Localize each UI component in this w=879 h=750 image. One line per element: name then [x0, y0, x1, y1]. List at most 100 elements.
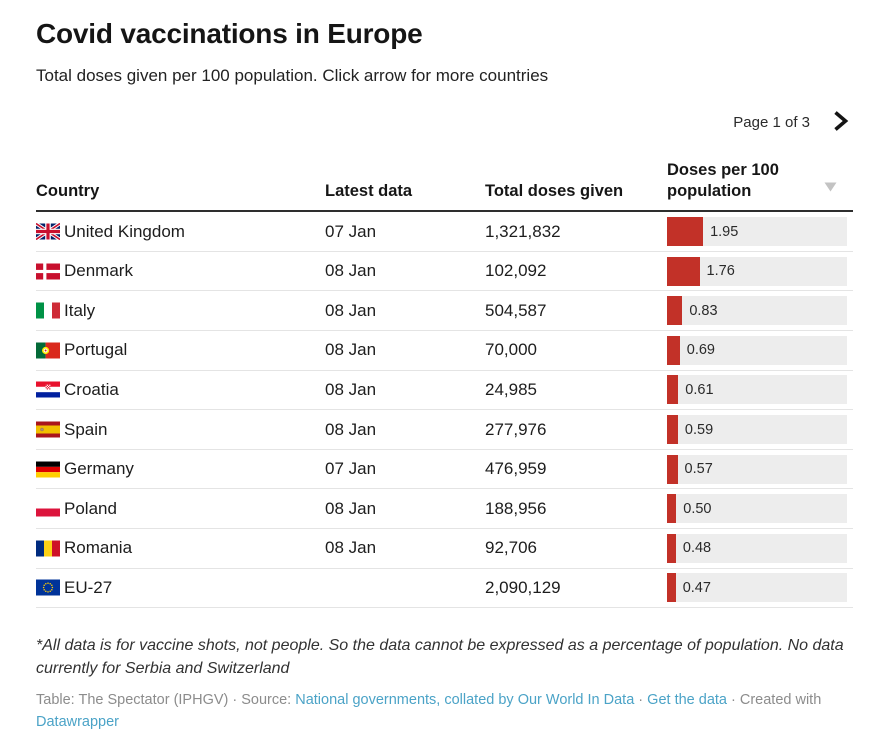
total-doses-cell: 1,321,832	[485, 221, 561, 241]
country-name: Croatia	[64, 379, 119, 399]
attribution-prefix: Table: The Spectator (IPHGV) · Source:	[36, 691, 296, 708]
flag-poland-icon	[36, 500, 60, 517]
doses-per-100-cell: 1.76	[667, 256, 853, 286]
bar-background: 0.50	[667, 494, 847, 524]
table-header-row: Country Latest data Total doses given Do…	[36, 160, 853, 213]
flag-eu-27-icon	[36, 579, 60, 596]
bar-background: 0.48	[667, 533, 847, 563]
latest-data-cell: 08 Jan	[325, 419, 377, 439]
latest-data-cell: 07 Jan	[325, 459, 377, 479]
next-page-button[interactable]	[828, 108, 853, 137]
flag-italy-icon	[36, 302, 60, 319]
bar-background: 0.69	[667, 335, 847, 365]
total-doses-cell: 476,959	[485, 459, 547, 479]
country-name: Germany	[64, 459, 134, 479]
total-doses-cell: 70,000	[485, 340, 537, 360]
page-subtitle: Total doses given per 100 population. Cl…	[36, 66, 549, 85]
bar-value-label: 0.69	[686, 342, 715, 359]
table-row: Croatia 08 Jan 24,985 0.61	[36, 371, 853, 411]
table-row: Poland 08 Jan 188,956 0.50	[36, 489, 853, 529]
pagination: Page 1 of 3	[36, 108, 853, 136]
column-header-total-doses[interactable]: Total doses given	[485, 181, 624, 200]
bar-fill	[667, 415, 678, 445]
total-doses-cell: 92,706	[485, 538, 537, 558]
table-row: United Kingdom 07 Jan 1,321,832 1.95	[36, 212, 853, 252]
bar-fill	[667, 375, 679, 405]
column-header-doses-per-100[interactable]: Doses per 100 population	[667, 160, 837, 201]
bar-fill	[667, 296, 683, 326]
country-cell: Denmark	[36, 261, 325, 281]
country-cell: Poland	[36, 499, 325, 519]
get-the-data-link[interactable]: Get the data	[647, 691, 727, 708]
doses-per-100-cell: 1.95	[667, 217, 853, 247]
doses-per-100-cell: 0.83	[667, 296, 853, 326]
flag-romania-icon	[36, 540, 60, 557]
latest-data-cell: 08 Jan	[325, 538, 377, 558]
table-attribution: Table: The Spectator (IPHGV) · Source: N…	[36, 689, 826, 734]
bar-value-label: 0.48	[682, 540, 712, 557]
total-doses-cell: 24,985	[485, 379, 537, 399]
bar-background: 0.61	[667, 375, 847, 405]
bar-value-label: 1.76	[706, 263, 735, 280]
flag-united-kingdom-icon	[36, 223, 60, 241]
source-link[interactable]: National governments, collated by Our Wo…	[295, 691, 635, 708]
table-body: United Kingdom 07 Jan 1,321,832 1.95 Den…	[36, 212, 853, 609]
country-cell: Romania	[36, 538, 325, 558]
bar-background: 1.95	[667, 217, 847, 247]
vaccination-table: Country Latest data Total doses given Do…	[36, 160, 853, 609]
latest-data-cell: 08 Jan	[325, 379, 377, 399]
country-cell: United Kingdom	[36, 222, 325, 242]
column-header-doses-per-100-label: Doses per 100 population	[667, 161, 779, 200]
country-name: Denmark	[64, 261, 133, 281]
total-doses-cell: 277,976	[485, 419, 547, 439]
bar-value-label: 0.61	[685, 381, 714, 398]
column-header-latest-data[interactable]: Latest data	[325, 181, 413, 200]
bar-value-label: 1.95	[710, 223, 739, 240]
country-cell: Portugal	[36, 340, 325, 360]
bar-fill	[667, 335, 680, 365]
bar-fill	[667, 494, 677, 524]
bar-background: 0.57	[667, 454, 847, 484]
flag-croatia-icon	[36, 381, 60, 398]
doses-per-100-cell: 0.61	[667, 375, 853, 405]
doses-per-100-cell: 0.50	[667, 494, 853, 524]
flag-spain-icon	[36, 421, 60, 438]
country-name: Portugal	[64, 340, 128, 360]
country-cell: Croatia	[36, 380, 325, 400]
bar-value-label: 0.57	[684, 461, 713, 478]
doses-per-100-cell: 0.59	[667, 415, 853, 445]
doses-per-100-cell: 0.47	[667, 573, 853, 603]
column-header-country[interactable]: Country	[36, 181, 100, 200]
bar-background: 0.83	[667, 296, 847, 326]
latest-data-cell: 08 Jan	[325, 261, 377, 281]
doses-per-100-cell: 0.69	[667, 335, 853, 365]
country-cell: Germany	[36, 459, 325, 479]
bar-value-label: 0.50	[683, 500, 712, 517]
created-with-text: Created with	[739, 691, 822, 708]
flag-portugal-icon	[36, 342, 60, 359]
sort-desc-icon	[824, 178, 837, 199]
total-doses-cell: 504,587	[485, 300, 547, 320]
flag-denmark-icon	[36, 263, 60, 280]
table-row: Spain 08 Jan 277,976 0.59	[36, 410, 853, 450]
bar-background: 1.76	[667, 256, 847, 286]
bar-background: 0.59	[667, 415, 847, 445]
country-name: United Kingdom	[64, 221, 185, 241]
bar-fill	[667, 573, 676, 603]
bar-value-label: 0.59	[684, 421, 714, 438]
datawrapper-link[interactable]: Datawrapper	[36, 714, 120, 731]
pagination-label: Page 1 of 3	[733, 113, 810, 131]
latest-data-cell: 08 Jan	[325, 340, 377, 360]
total-doses-cell: 188,956	[485, 498, 547, 518]
total-doses-cell: 2,090,129	[485, 577, 561, 597]
flag-germany-icon	[36, 461, 60, 478]
table-row: Denmark 08 Jan 102,092 1.76	[36, 252, 853, 292]
bar-value-label: 0.47	[682, 579, 711, 596]
country-cell: Italy	[36, 301, 325, 321]
bar-fill	[667, 256, 700, 286]
latest-data-cell: 08 Jan	[325, 300, 377, 320]
attribution-separator: ·	[726, 691, 740, 708]
bar-fill	[667, 217, 704, 247]
table-row: Germany 07 Jan 476,959 0.57	[36, 450, 853, 490]
bar-value-label: 0.83	[689, 302, 718, 319]
